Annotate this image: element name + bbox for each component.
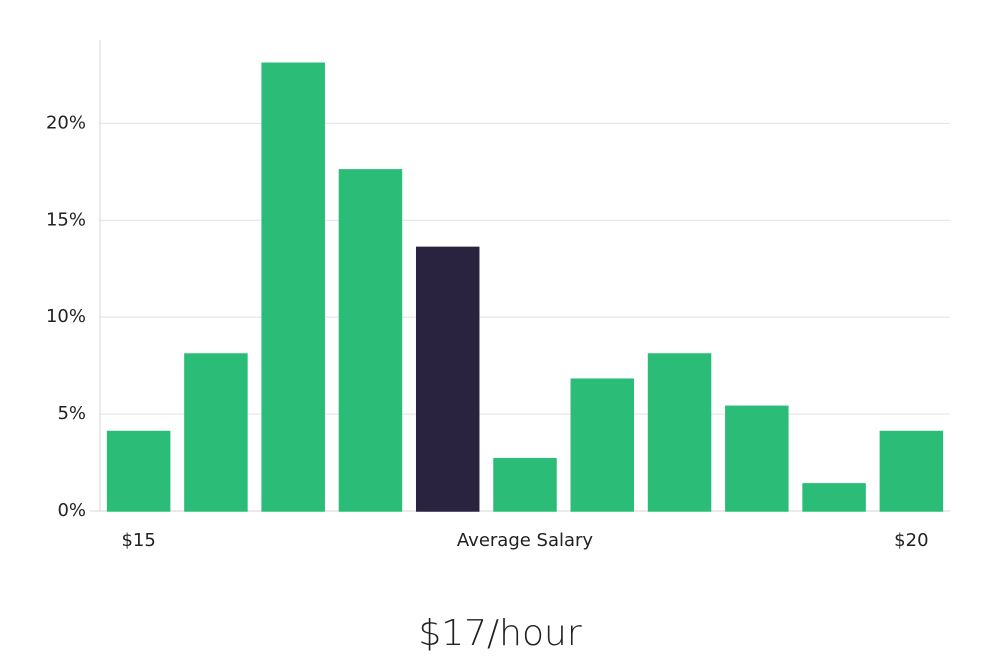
bar <box>725 405 789 512</box>
bar <box>415 246 480 512</box>
x-tick-label: Average Salary <box>457 530 594 551</box>
bar <box>570 378 635 512</box>
bar <box>338 169 403 512</box>
x-tick-label: $15 <box>121 530 155 551</box>
x-tick-label: $20 <box>894 530 928 551</box>
bar <box>802 483 866 512</box>
y-tick-label: 20% <box>46 112 86 133</box>
bar <box>647 353 712 512</box>
y-tick-label: 10% <box>46 306 86 327</box>
y-tick-label: 0% <box>57 500 86 521</box>
bar <box>261 62 325 512</box>
bar <box>879 430 944 512</box>
y-tick-label: 5% <box>57 403 86 424</box>
y-tick-label: 15% <box>46 209 86 230</box>
bar <box>106 430 171 512</box>
chart-caption: $17/hour <box>418 613 582 654</box>
bar <box>493 457 557 512</box>
bar <box>184 353 248 512</box>
